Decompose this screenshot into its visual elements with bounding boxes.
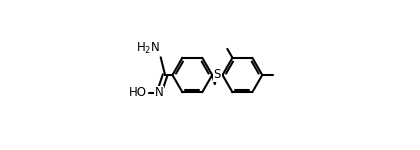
Text: S: S (214, 69, 221, 81)
Text: H$_2$N: H$_2$N (136, 41, 160, 56)
Text: HO: HO (129, 86, 147, 99)
Text: N: N (155, 86, 163, 99)
